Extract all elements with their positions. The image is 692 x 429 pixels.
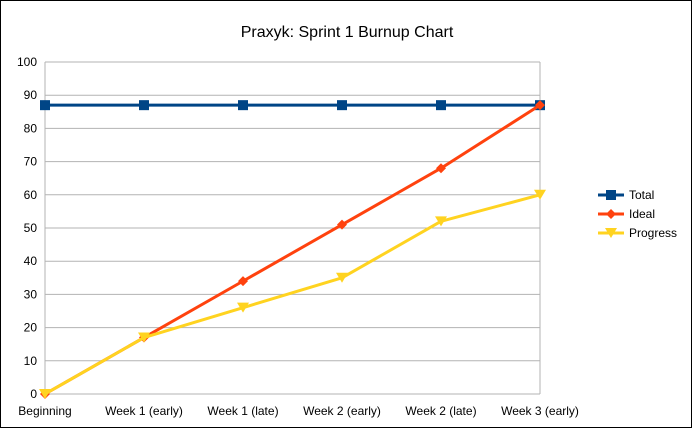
chart-title: Praxyk: Sprint 1 Burnup Chart xyxy=(241,24,454,41)
series-total xyxy=(40,100,545,111)
y-tick-label: 60 xyxy=(24,188,38,202)
data-point xyxy=(436,163,446,174)
x-tick-label: Week 1 (late) xyxy=(207,404,278,418)
legend-entry-progress: Progress xyxy=(598,226,677,240)
legend-label: Total xyxy=(629,188,654,202)
data-point xyxy=(336,272,348,283)
y-tick-label: 50 xyxy=(24,221,38,235)
data-point xyxy=(535,100,545,111)
y-tick-label: 30 xyxy=(24,287,38,301)
legend-entry-total: Total xyxy=(598,188,654,202)
data-point xyxy=(138,332,150,343)
y-tick-label: 10 xyxy=(24,354,38,368)
y-tick-label: 90 xyxy=(24,88,38,102)
x-tick-label: Week 2 (early) xyxy=(303,404,381,418)
grid-lines xyxy=(44,61,541,395)
data-point xyxy=(605,228,617,238)
y-tick-label: 100 xyxy=(17,55,37,69)
y-tick-label: 70 xyxy=(24,155,38,169)
data-point xyxy=(606,209,616,219)
data-point xyxy=(238,100,248,111)
legend-entry-ideal: Ideal xyxy=(598,207,655,221)
x-tick-label: Week 2 (late) xyxy=(405,404,476,418)
series-layer xyxy=(39,100,546,399)
legend-label: Progress xyxy=(629,226,677,240)
data-point xyxy=(337,100,347,111)
x-tick-label: Week 3 (early) xyxy=(501,404,579,418)
data-point xyxy=(606,190,616,200)
x-tick-label: Beginning xyxy=(18,404,71,418)
y-tick-label: 0 xyxy=(30,387,37,401)
data-point xyxy=(337,219,347,230)
series-progress xyxy=(39,189,546,399)
data-point xyxy=(436,100,446,111)
x-tick-label: Week 1 (early) xyxy=(105,404,183,418)
y-tick-label: 40 xyxy=(24,254,38,268)
data-point xyxy=(534,189,546,200)
series-line xyxy=(44,193,541,396)
y-tick-label: 20 xyxy=(24,321,38,335)
data-point xyxy=(435,216,447,227)
data-point xyxy=(139,100,149,111)
data-point xyxy=(237,302,249,313)
y-tick-label: 80 xyxy=(24,121,38,135)
legend-label: Ideal xyxy=(629,207,655,221)
data-point xyxy=(238,276,248,287)
data-point xyxy=(39,389,51,399)
legend: Total Ideal Progress xyxy=(598,188,677,240)
data-point xyxy=(40,100,50,111)
y-axis-ticks: 0 10 20 30 40 50 60 70 80 90 100 xyxy=(17,55,37,401)
x-axis-ticks: Beginning Week 1 (early) Week 1 (late) Week… xyxy=(18,404,579,418)
